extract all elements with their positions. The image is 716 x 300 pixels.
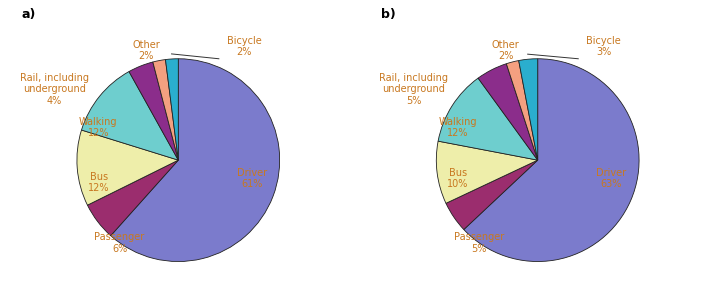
Text: Driver
61%: Driver 61%: [237, 168, 267, 189]
Text: Other
2%: Other 2%: [492, 40, 519, 62]
Wedge shape: [506, 61, 538, 160]
Text: Bicycle
2%: Bicycle 2%: [227, 36, 262, 57]
Wedge shape: [165, 59, 178, 160]
Wedge shape: [446, 160, 538, 230]
Wedge shape: [438, 78, 538, 160]
Text: Walking
12%: Walking 12%: [79, 117, 117, 139]
Text: Bus
12%: Bus 12%: [88, 172, 110, 193]
Text: Bicycle
3%: Bicycle 3%: [586, 36, 621, 57]
Wedge shape: [82, 71, 178, 160]
Wedge shape: [518, 59, 538, 160]
Wedge shape: [77, 130, 178, 205]
Text: Driver
63%: Driver 63%: [596, 168, 626, 189]
Text: a): a): [21, 8, 36, 21]
Wedge shape: [129, 62, 178, 160]
Text: Passenger
6%: Passenger 6%: [95, 232, 145, 254]
Wedge shape: [478, 64, 538, 160]
Text: Bus
10%: Bus 10%: [448, 168, 469, 189]
Wedge shape: [111, 59, 280, 262]
Text: Passenger
5%: Passenger 5%: [454, 232, 504, 254]
Wedge shape: [464, 59, 639, 262]
Wedge shape: [153, 60, 178, 160]
Text: Rail, including
underground
4%: Rail, including underground 4%: [20, 73, 89, 106]
Text: b): b): [381, 8, 395, 21]
Text: Walking
12%: Walking 12%: [438, 117, 477, 139]
Text: Rail, including
underground
5%: Rail, including underground 5%: [379, 73, 448, 106]
Text: Other
2%: Other 2%: [132, 40, 160, 62]
Wedge shape: [436, 141, 538, 203]
Wedge shape: [87, 160, 178, 236]
